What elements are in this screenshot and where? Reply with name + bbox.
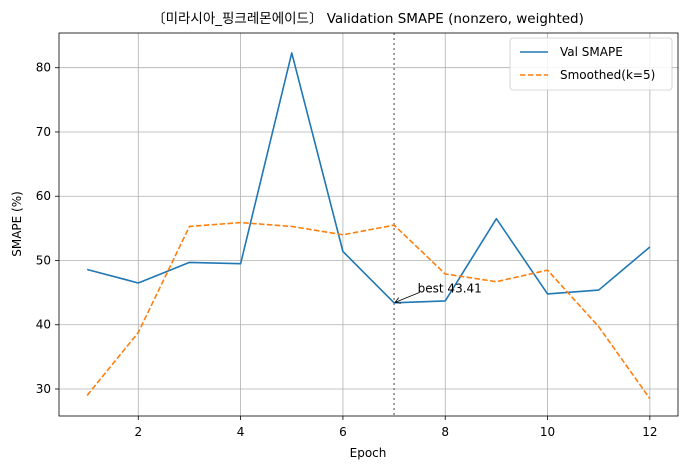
y-axis-label: SMAPE (%) bbox=[10, 191, 24, 257]
plot-frame bbox=[58, 32, 679, 417]
annotation-arrow bbox=[394, 292, 420, 303]
legend-label-smoothed: Smoothed(k=5) bbox=[560, 68, 655, 82]
series-line-val-smape bbox=[86, 52, 651, 304]
x-tick-label: 10 bbox=[540, 425, 555, 439]
annotation-text: best 43.41 bbox=[418, 281, 482, 295]
y-tick-label: 60 bbox=[36, 189, 51, 203]
tick-layer: 2 4 6 8 10 12 30 40 50 60 70 80 bbox=[36, 61, 658, 439]
annotation: best 43.41 bbox=[394, 281, 482, 304]
legend-label-val-smape: Val SMAPE bbox=[560, 45, 623, 59]
x-tick-label: 2 bbox=[134, 425, 142, 439]
x-tick-label: 8 bbox=[441, 425, 449, 439]
y-tick-label: 30 bbox=[36, 382, 51, 396]
y-tick-label: 50 bbox=[36, 253, 51, 267]
y-tick-label: 40 bbox=[36, 318, 51, 332]
annotation-arrowhead bbox=[394, 297, 402, 304]
legend-box bbox=[509, 37, 673, 91]
legend: Val SMAPE Smoothed(k=5) bbox=[509, 37, 673, 91]
chart-title: 〔미라시아_핑크레몬에이드〕 Validation SMAPE (nonzero… bbox=[152, 11, 584, 27]
y-tick-label: 70 bbox=[36, 125, 51, 139]
grid-layer bbox=[59, 33, 678, 416]
x-tick-label: 6 bbox=[339, 425, 347, 439]
series-layer bbox=[86, 52, 651, 400]
series-line-smoothed bbox=[86, 221, 651, 400]
x-tick-label: 12 bbox=[642, 425, 657, 439]
x-tick-label: 4 bbox=[237, 425, 245, 439]
y-tick-label: 80 bbox=[36, 61, 51, 75]
x-axis-label: Epoch bbox=[350, 446, 387, 460]
